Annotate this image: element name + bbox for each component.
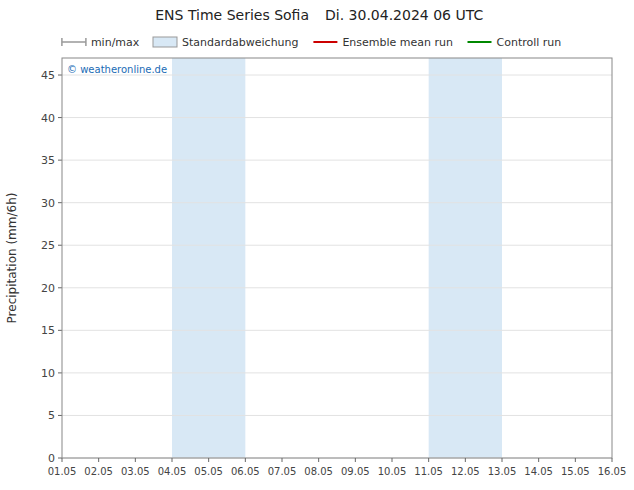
y-tick-label: 5 [48, 409, 55, 422]
y-tick [58, 75, 62, 76]
x-tick [208, 458, 209, 462]
legend-swatch [468, 41, 492, 43]
watermark: © weatheronline.de [67, 64, 167, 75]
y-tick-label: 35 [41, 154, 55, 167]
x-tick [392, 458, 393, 462]
x-tick-label: 05.05 [194, 466, 223, 477]
legend-item: min/max [62, 36, 140, 49]
y-axis: 0 5 10 15 20 25 30 35 40 45 [41, 69, 612, 465]
y-tick [58, 245, 62, 246]
y-tick-label: 45 [41, 69, 55, 82]
legend-item: Standardabweichung [153, 36, 299, 49]
x-tick [502, 458, 503, 462]
x-tick-label: 09.05 [341, 466, 370, 477]
legend-swatch [153, 37, 177, 47]
legend-item: Controll run [468, 36, 562, 49]
y-tick [58, 287, 62, 288]
legend: min/max Standardabweichung Ensemble mean r… [62, 36, 561, 49]
x-tick [575, 458, 576, 462]
subtitle: Di. 30.04.2024 06 UTC [325, 7, 483, 23]
legend-label: Ensemble mean run [342, 36, 453, 49]
x-tick-label: 01.05 [48, 466, 77, 477]
y-tick-label: 20 [41, 282, 55, 295]
x-tick [172, 458, 173, 462]
legend-swatch [313, 41, 337, 43]
title-group: ENS Time Series Sofia Di. 30.04.2024 06 U… [155, 7, 483, 23]
x-tick [135, 458, 136, 462]
legend-swatch-cap [61, 38, 63, 46]
y-tick-label: 30 [41, 197, 55, 210]
y-tick-label: 15 [41, 324, 55, 337]
chart: ENS Time Series Sofia Di. 30.04.2024 06 U… [0, 0, 634, 490]
x-tick-label: 02.05 [84, 466, 113, 477]
x-tick [355, 458, 356, 462]
grid-line [62, 245, 612, 246]
x-tick [62, 458, 63, 462]
x-tick-label: 04.05 [158, 466, 187, 477]
y-tick [58, 415, 62, 416]
x-tick-label: 10.05 [378, 466, 407, 477]
x-tick-label: 12.05 [451, 466, 480, 477]
x-tick-label: 08.05 [304, 466, 333, 477]
x-tick [98, 458, 99, 462]
x-tick [318, 458, 319, 462]
x-tick-label: 06.05 [231, 466, 260, 477]
legend-item: Ensemble mean run [313, 36, 453, 49]
x-tick [612, 458, 613, 462]
x-tick [245, 458, 246, 462]
y-tick [58, 330, 62, 331]
y-tick-label: 40 [41, 112, 55, 125]
x-tick-label: 16.05 [598, 466, 627, 477]
x-tick-label: 13.05 [488, 466, 517, 477]
legend-label: Standardabweichung [182, 36, 299, 49]
grid-line [62, 330, 612, 331]
legend-swatch [62, 41, 86, 43]
y-tick [58, 458, 62, 459]
grid-line [62, 160, 612, 161]
x-tick [465, 458, 466, 462]
y-tick [58, 160, 62, 161]
x-tick-label: 14.05 [524, 466, 553, 477]
y-tick [58, 372, 62, 373]
grid-line [62, 372, 612, 373]
y-tick [58, 117, 62, 118]
grid-line [62, 287, 612, 288]
y-axis-label: Precipitation (mm/6h) [5, 193, 19, 324]
grid-line [62, 415, 612, 416]
x-tick-label: 15.05 [561, 466, 590, 477]
y-tick-label: 10 [41, 367, 55, 380]
y-tick-label: 0 [48, 452, 55, 465]
x-tick [428, 458, 429, 462]
legend-swatch-cap [85, 38, 87, 46]
x-tick [538, 458, 539, 462]
y-tick [58, 202, 62, 203]
grid-line [62, 202, 612, 203]
grid-line [62, 117, 612, 118]
x-tick-label: 07.05 [268, 466, 297, 477]
x-tick-label: 03.05 [121, 466, 150, 477]
plot-frame [62, 58, 612, 458]
legend-label: min/max [91, 36, 140, 49]
legend-label: Controll run [497, 36, 562, 49]
x-axis: 01.05 02.05 03.05 04.05 05.05 06.05 07.05 08.05… [48, 458, 627, 477]
x-tick [282, 458, 283, 462]
y-tick-label: 25 [41, 239, 55, 252]
x-tick-label: 11.05 [414, 466, 443, 477]
title: ENS Time Series Sofia [155, 7, 309, 23]
